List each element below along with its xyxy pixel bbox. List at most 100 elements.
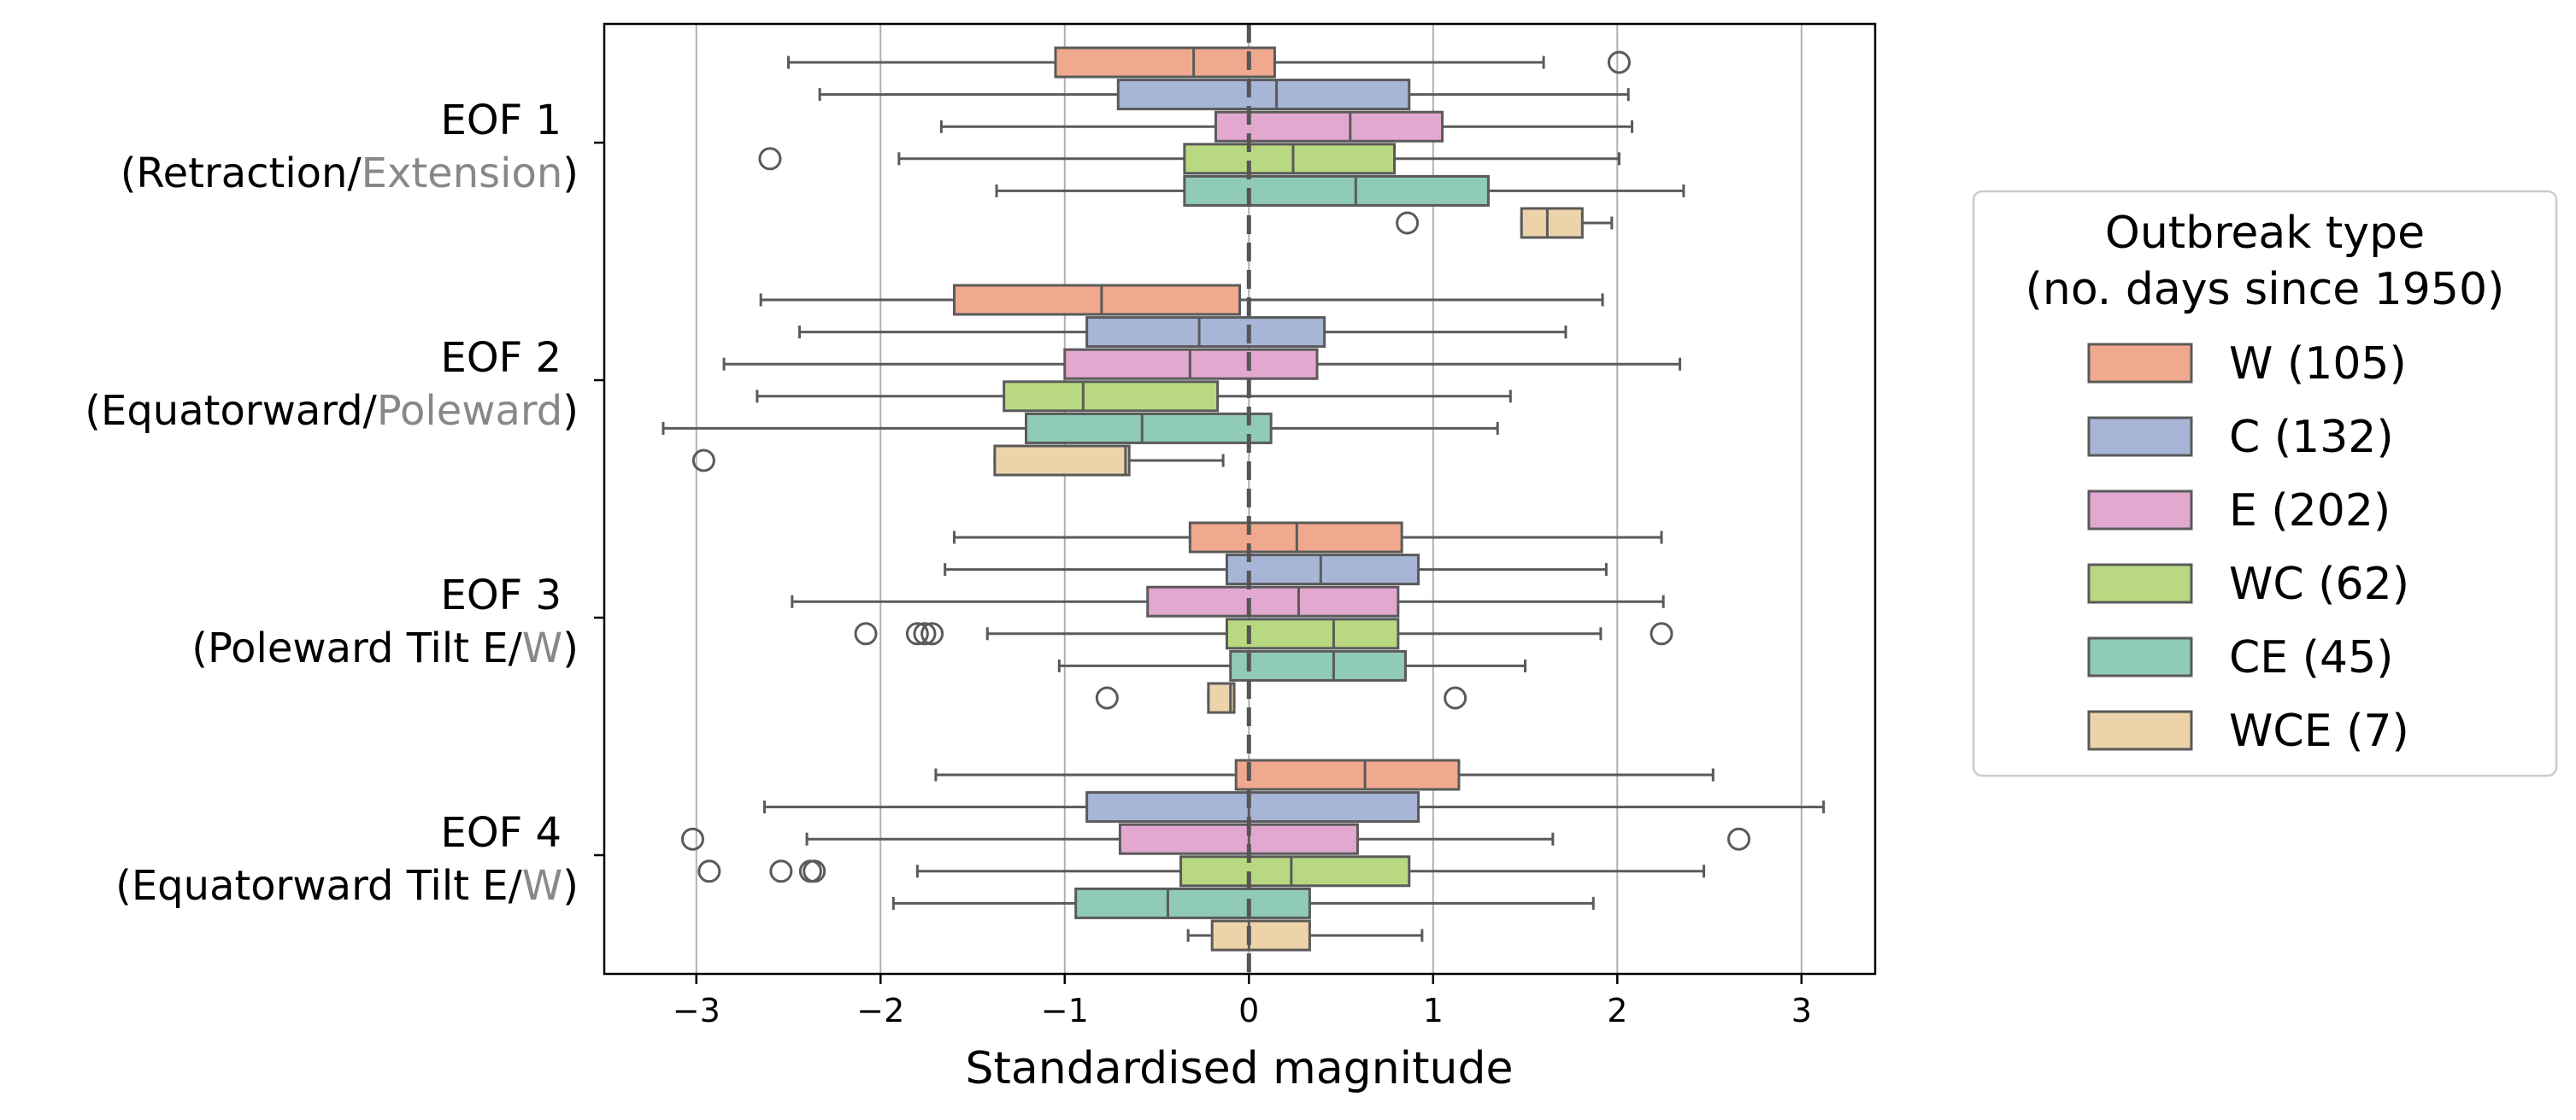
box-iqr [1179,855,1411,888]
box-iqr [1225,554,1420,586]
group-label-suffix: ) [562,387,579,435]
group-label-prefix: (Retraction/ [121,150,362,197]
legend-swatch [2087,710,2193,751]
group-label-prefix: (Poleward Tilt E/ [191,625,522,672]
outlier-point [769,859,793,883]
box-iqr [1229,649,1407,682]
box-element [952,521,1663,554]
outlier-point [854,622,878,646]
group-label-gray: W [522,625,562,672]
legend-swatch [2087,563,2193,604]
box-element [756,380,1512,413]
group-label-line2: (Retraction/Extension) [121,150,579,197]
box-element [1396,207,1614,239]
box-iqr [1225,618,1400,650]
legend-title-line2: (no. days since 1950) [2026,264,2505,315]
outlier-point [691,449,715,472]
group-label-prefix: (Equatorward/ [85,387,377,435]
outlier-point [758,147,782,171]
outlier-point [920,622,944,646]
box-iqr [1210,919,1311,952]
legend: Outbreak type (no. days since 1950) W (1… [1972,190,2558,777]
outlier-point [913,622,937,646]
box-iqr [1118,823,1359,855]
box-element [939,110,1634,143]
x-tick-label: −1 [1041,992,1089,1029]
legend-label: CE (45) [2229,632,2393,683]
box-element [722,348,1682,380]
y-axis: EOF 1(Retraction/Extension)EOF 2(Equator… [85,97,604,910]
box-element [758,143,1620,175]
box-element [680,823,1751,855]
group-label-line2: (Equatorward/Poleward) [85,387,579,435]
x-axis-label: Standardised magnitude [966,1043,1514,1094]
legend-swatch [2087,636,2193,677]
legend-label: W (105) [2229,338,2407,390]
legend-label: WCE (7) [2229,706,2409,757]
outlier-point [697,859,721,883]
plot-frame [603,22,1877,976]
box-element [818,79,1630,111]
x-axis: −3 −2 −1 0 1 2 3 [673,974,1812,1029]
boxes [662,46,1826,952]
box-iqr [1520,207,1584,239]
x-tick-label: 2 [1607,992,1627,1029]
outlier-point [1727,827,1751,851]
box-element [691,444,1225,477]
outlier-point [1444,686,1467,710]
box-iqr [993,444,1131,477]
box-element [697,855,1706,888]
group-label-suffix: ) [562,862,579,910]
box-iqr [1025,412,1273,444]
outlier-point [803,859,826,883]
group-label-line2: (Equatorward Tilt E/W) [115,862,579,910]
x-tick-label: 3 [1791,992,1812,1029]
box-iqr [1146,585,1400,618]
box-element [1057,649,1527,682]
box-element [791,585,1665,618]
legend-label: C (132) [2229,412,2394,463]
box-iqr [1234,759,1461,791]
box-iqr [1074,887,1311,919]
legend-label: WC (62) [2229,559,2409,610]
box-element [662,412,1499,444]
group-label-gray: Extension [362,150,563,197]
legend-title-line1: Outbreak type [2105,208,2425,259]
box-iqr [952,284,1241,316]
box-iqr [1003,380,1220,413]
group-label-line1: EOF 3 [440,572,562,619]
x-tick-label: −3 [673,992,720,1029]
box-element [759,284,1604,316]
box-element [1186,919,1424,952]
box-iqr [1214,110,1444,143]
box-element [787,46,1631,79]
legend-frame [1972,190,2558,777]
legend-swatch [2087,416,2193,457]
box-element [854,618,1673,650]
group-label-gray: Poleward [377,387,563,435]
outlier-point [1095,686,1119,710]
group-label-suffix: ) [562,625,579,672]
box-iqr [1054,46,1276,79]
box-element [995,174,1685,207]
x-tick-label: −2 [856,992,904,1029]
legend-swatch [2087,343,2193,384]
box-iqr [1085,791,1420,824]
legend-swatch [2087,490,2193,531]
box-element [797,316,1567,349]
legend-label: E (202) [2229,485,2391,537]
x-tick-label: 1 [1423,992,1444,1029]
group-label-suffix: ) [562,150,579,197]
box-iqr [1116,79,1411,111]
group-label-prefix: (Equatorward Tilt E/ [115,862,522,910]
box-element [944,554,1608,586]
box-iqr [1183,143,1397,175]
box-element [891,887,1595,919]
group-label-gray: W [522,862,562,910]
group-label-line1: EOF 4 [440,809,562,857]
outlier-point [1650,622,1673,646]
box-element [762,791,1826,824]
box-element [1095,682,1467,714]
box-iqr [1085,316,1326,349]
